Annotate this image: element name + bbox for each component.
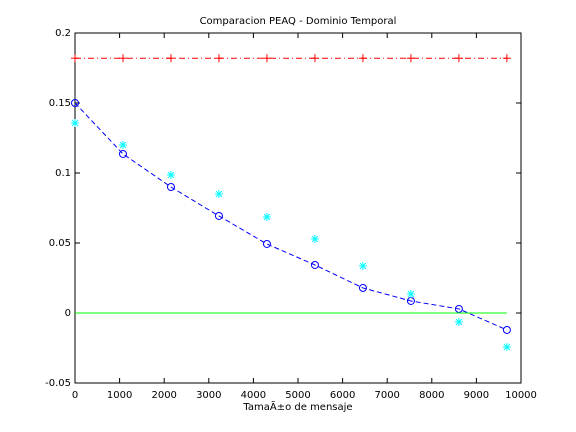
point	[71, 99, 79, 107]
marker-part	[119, 141, 127, 149]
x-tick-label: 9000	[464, 390, 489, 401]
y-tick-label: 0	[65, 308, 71, 319]
marker-part	[71, 119, 79, 127]
marker-part	[502, 325, 511, 334]
point	[214, 190, 223, 198]
marker-part	[214, 211, 223, 220]
point	[310, 54, 319, 63]
point	[166, 183, 175, 191]
marker-part	[118, 149, 127, 158]
x-tick-label: 7000	[374, 390, 399, 401]
x-tick-label: 0	[72, 390, 78, 401]
marker-part	[215, 190, 223, 198]
point	[502, 343, 511, 352]
marker-part	[167, 171, 175, 179]
point	[262, 54, 271, 63]
point	[71, 119, 79, 128]
x-tick-label: 5000	[285, 390, 310, 401]
point	[310, 234, 319, 243]
point	[214, 211, 223, 220]
point	[454, 317, 463, 326]
marker-part	[262, 239, 271, 248]
marker-part	[311, 235, 319, 243]
plot-frame	[74, 32, 522, 384]
y-tick-label: 0.2	[55, 28, 71, 39]
point	[454, 304, 463, 313]
point	[262, 212, 271, 221]
point	[118, 141, 127, 149]
point	[166, 54, 175, 63]
point	[71, 54, 79, 63]
point	[406, 289, 415, 298]
point	[358, 283, 367, 292]
x-tick-label: 1000	[107, 390, 132, 401]
marker-part	[310, 260, 319, 269]
point	[262, 239, 271, 248]
marker-part	[166, 183, 175, 191]
y-tick-label: 0.1	[55, 168, 71, 179]
marker-part	[359, 262, 367, 270]
point	[502, 325, 511, 334]
point	[406, 54, 415, 63]
point	[214, 54, 223, 63]
point	[358, 261, 367, 270]
chart-title: Comparacion PEAQ - Dominio Temporal	[200, 16, 397, 27]
marker-part	[358, 283, 367, 292]
point	[358, 54, 367, 63]
point	[118, 54, 127, 63]
series-line	[74, 102, 508, 331]
y-tick-label: -0.05	[45, 378, 71, 389]
point	[310, 260, 319, 269]
y-tick-label: 0.05	[49, 238, 71, 249]
x-tick-label: 10000	[505, 390, 537, 401]
x-tick-label: 6000	[330, 390, 355, 401]
point	[454, 54, 463, 63]
marker-part	[454, 304, 463, 313]
marker-part	[71, 99, 79, 107]
x-tick-label: 2000	[151, 390, 176, 401]
marker-part	[407, 290, 415, 298]
x-tick-label: 4000	[241, 390, 266, 401]
x-axis-label: TamaÃ±o de mensaje	[242, 400, 352, 413]
point	[502, 54, 511, 63]
marker-part	[263, 213, 271, 221]
x-tick-label: 8000	[419, 390, 444, 401]
marker-part	[503, 343, 511, 351]
point	[118, 149, 127, 158]
y-tick-label: 0.15	[49, 98, 71, 109]
marker-part	[455, 318, 463, 326]
x-tick-label: 3000	[196, 390, 221, 401]
point	[166, 170, 175, 179]
